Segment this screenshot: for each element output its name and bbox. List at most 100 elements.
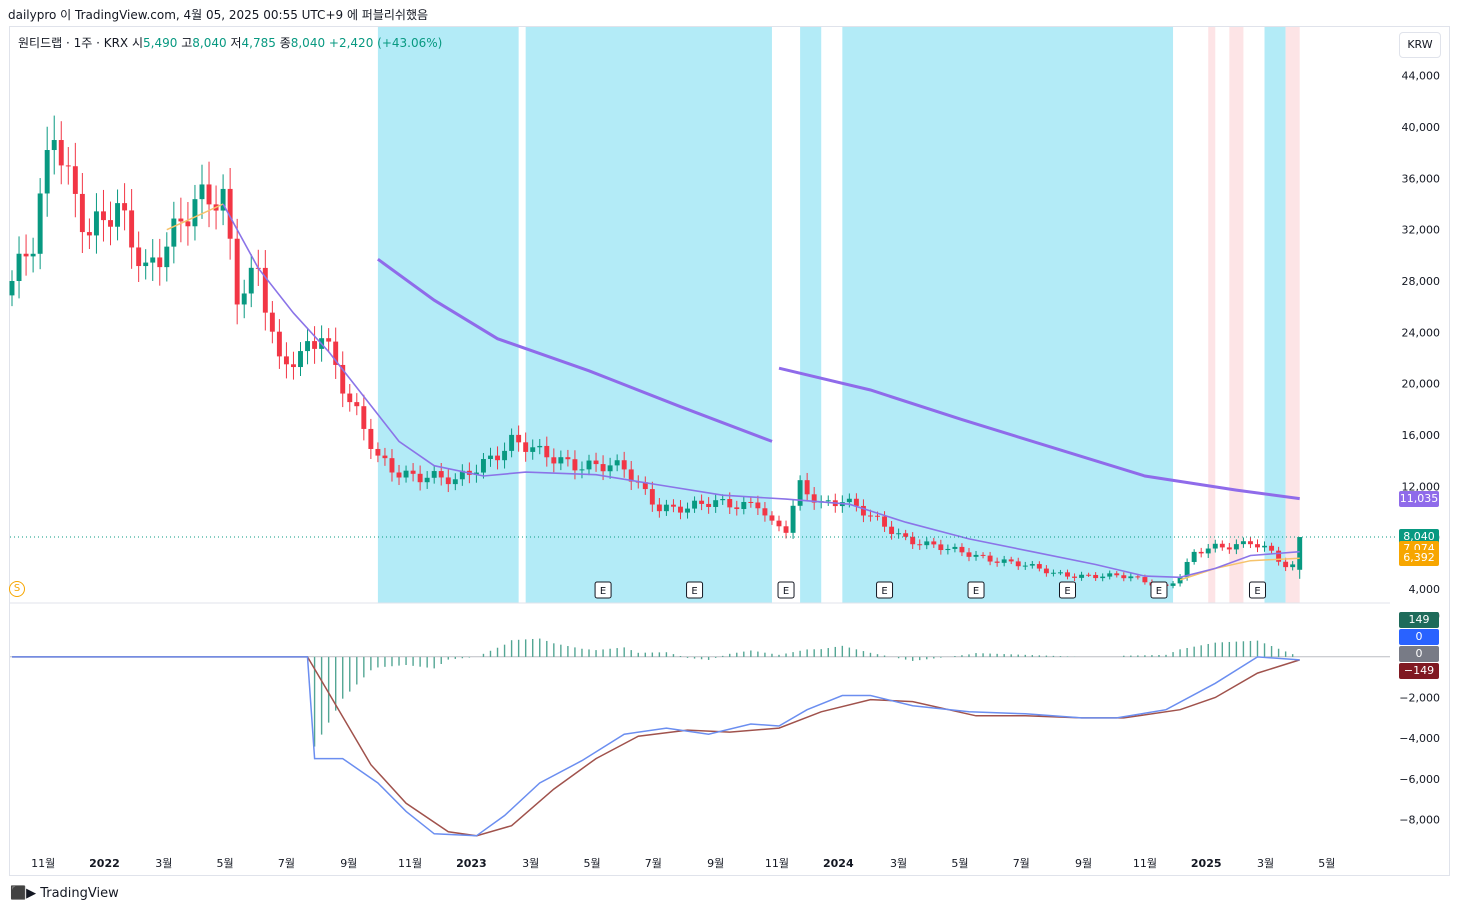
candle-body xyxy=(396,472,402,478)
time-tick-label: 11월 xyxy=(31,857,55,870)
source-icon[interactable]: S xyxy=(9,581,25,597)
candle-body xyxy=(1100,576,1106,579)
tradingview-mark-icon: ⬛▶ xyxy=(10,886,37,901)
candle-body xyxy=(825,500,831,502)
time-tick-label: 7월 xyxy=(1013,857,1030,870)
earnings-marker[interactable] xyxy=(686,581,704,599)
candle-body xyxy=(565,457,571,460)
short-ma-line xyxy=(166,203,224,231)
time-tick-label: 5월 xyxy=(1318,857,1335,870)
candle-body xyxy=(93,211,99,236)
candle-body xyxy=(762,508,768,516)
earnings-marker[interactable] xyxy=(1248,581,1266,599)
candle-body xyxy=(614,460,620,466)
candle-body xyxy=(445,477,451,485)
earnings-marker[interactable] xyxy=(1150,581,1168,599)
candle-body xyxy=(776,520,782,527)
candle-body xyxy=(656,504,662,512)
candle-body xyxy=(509,434,515,451)
candle-body xyxy=(1255,544,1260,548)
candle-body xyxy=(748,501,754,503)
candle-body xyxy=(607,465,613,472)
candle-body xyxy=(1008,559,1014,562)
earnings-marker[interactable] xyxy=(876,581,894,599)
candle-body xyxy=(1050,572,1056,574)
time-tick-label: 5월 xyxy=(951,857,968,870)
macd-pane xyxy=(10,638,1390,837)
candle-body xyxy=(164,246,170,268)
candle-body xyxy=(706,503,712,507)
candle-body xyxy=(1121,575,1127,579)
time-tick-label: 3월 xyxy=(522,857,539,870)
highlight-band xyxy=(525,27,772,603)
candle-body xyxy=(579,469,585,471)
candle-body xyxy=(171,218,177,247)
time-tick-label: 2024 xyxy=(823,857,854,870)
candle-body xyxy=(150,257,156,263)
candle-body xyxy=(86,232,92,236)
candle-body xyxy=(1269,545,1275,551)
candle-body xyxy=(417,473,423,483)
candle-body xyxy=(298,351,303,368)
candle-body xyxy=(903,533,909,537)
candle-body xyxy=(860,505,866,516)
time-tick-label: 2023 xyxy=(456,857,487,870)
long-ma-line xyxy=(778,366,1300,501)
price-tick-label: 24,000 xyxy=(1402,326,1441,339)
earnings-marker[interactable] xyxy=(967,581,985,599)
candle-body xyxy=(1036,564,1042,569)
macd-tick-label: −4,000 xyxy=(1399,732,1440,745)
highlight-band-pink xyxy=(1285,27,1300,603)
candle-body xyxy=(291,364,296,368)
earnings-marker[interactable] xyxy=(594,581,612,599)
price-axis-label: 11,035 xyxy=(1399,490,1439,507)
candle-body xyxy=(790,505,796,533)
earnings-marker-label: E xyxy=(600,586,606,597)
candle-body xyxy=(586,460,592,470)
candle-body xyxy=(1198,551,1204,554)
price-tick-label: 40,000 xyxy=(1402,121,1441,134)
candle-body xyxy=(931,541,937,545)
candle-body xyxy=(917,544,923,546)
candle-body xyxy=(882,516,888,527)
candle-body xyxy=(910,536,916,545)
price-tick-label: 28,000 xyxy=(1402,275,1441,288)
price-pane-background xyxy=(377,27,1300,603)
candle-body xyxy=(1086,574,1092,576)
highlight-band xyxy=(842,27,1174,603)
candle-body xyxy=(72,166,78,194)
earnings-marker[interactable] xyxy=(777,581,795,599)
time-tick-label: 9월 xyxy=(340,857,357,870)
candle-body xyxy=(312,341,318,349)
currency-button[interactable]: KRW xyxy=(1399,32,1441,58)
candle-body xyxy=(283,356,289,365)
highlight-band xyxy=(377,27,519,603)
macd-value-label: 0 xyxy=(1399,629,1439,645)
symbol-title: 원티드랩 · 1주 · KRX xyxy=(18,36,129,50)
earnings-marker-label: E xyxy=(783,586,789,597)
macd-line xyxy=(12,656,1300,837)
candle-body xyxy=(199,184,205,200)
change-value: +2,420 (+43.06%) xyxy=(328,36,443,50)
candle-body xyxy=(122,203,128,211)
candle-body xyxy=(1128,576,1134,579)
candle-body xyxy=(115,203,121,227)
candle-body xyxy=(1226,547,1232,550)
candle-body xyxy=(523,442,529,452)
candle-body xyxy=(1142,577,1148,583)
earnings-marker[interactable] xyxy=(1058,581,1076,599)
candle-body xyxy=(1283,561,1289,568)
candle-body xyxy=(136,247,142,267)
candle-body xyxy=(720,499,726,501)
price-tick-label: 4,000 xyxy=(1409,583,1441,596)
macd-value-label: −149 xyxy=(1399,663,1439,679)
candle-body xyxy=(544,445,550,458)
time-tick-label: 3월 xyxy=(1257,857,1274,870)
publish-header: dailypro 이 TradingView.com, 4월 05, 2025 … xyxy=(8,8,429,22)
candle-body xyxy=(1015,561,1021,567)
candle-body xyxy=(1093,574,1099,579)
candle-body xyxy=(129,210,135,248)
candle-body xyxy=(459,470,465,480)
tradingview-logo[interactable]: ⬛▶ TradingView xyxy=(10,886,119,901)
